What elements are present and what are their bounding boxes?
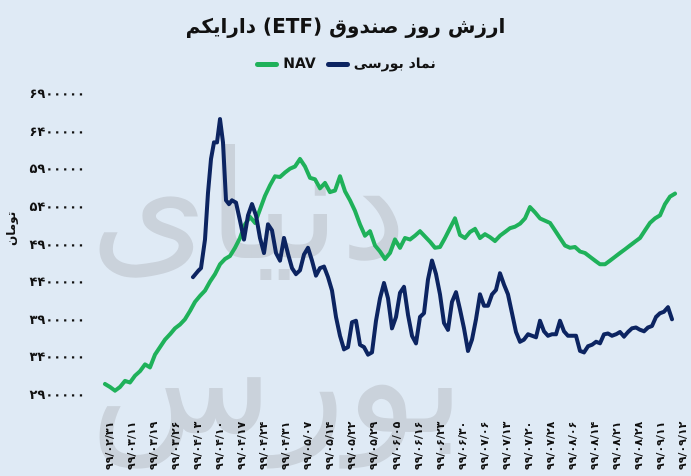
market-symbol-line: [191, 117, 674, 357]
y-tick-label: ۶۴۰۰۰۰۰: [29, 124, 85, 140]
y-tick-label: ۴۴۰۰۰۰۰: [29, 275, 85, 291]
legend-label-market-symbol: نماد بورسی: [353, 56, 436, 72]
y-tick-label: ۳۹۰۰۰۰۰: [29, 312, 85, 328]
y-tick-label: ۵۹۰۰۰۰۰: [29, 162, 85, 178]
y-tick-label: ۳۴۰۰۰۰۰: [29, 350, 85, 366]
y-tick-label: ۶۹۰۰۰۰۰: [29, 87, 85, 102]
legend: NAV نماد بورسی: [0, 56, 691, 72]
legend-swatch-market-symbol: [325, 61, 350, 67]
y-tick-label: ۲۹۰۰۰۰۰: [29, 388, 85, 403]
y-tick-label: ۵۴۰۰۰۰۰: [29, 199, 85, 215]
chart-title: ارزش روز صندوق (ETF) دارایکم: [185, 14, 506, 38]
legend-swatch-nav: [255, 61, 280, 67]
y-tick-label: ۴۹۰۰۰۰۰: [29, 237, 85, 253]
nav-line: [103, 157, 677, 393]
legend-item-nav: NAV: [255, 56, 316, 72]
legend-label-nav: NAV: [283, 56, 316, 72]
legend-item-market-symbol: نماد بورسی: [325, 56, 436, 72]
